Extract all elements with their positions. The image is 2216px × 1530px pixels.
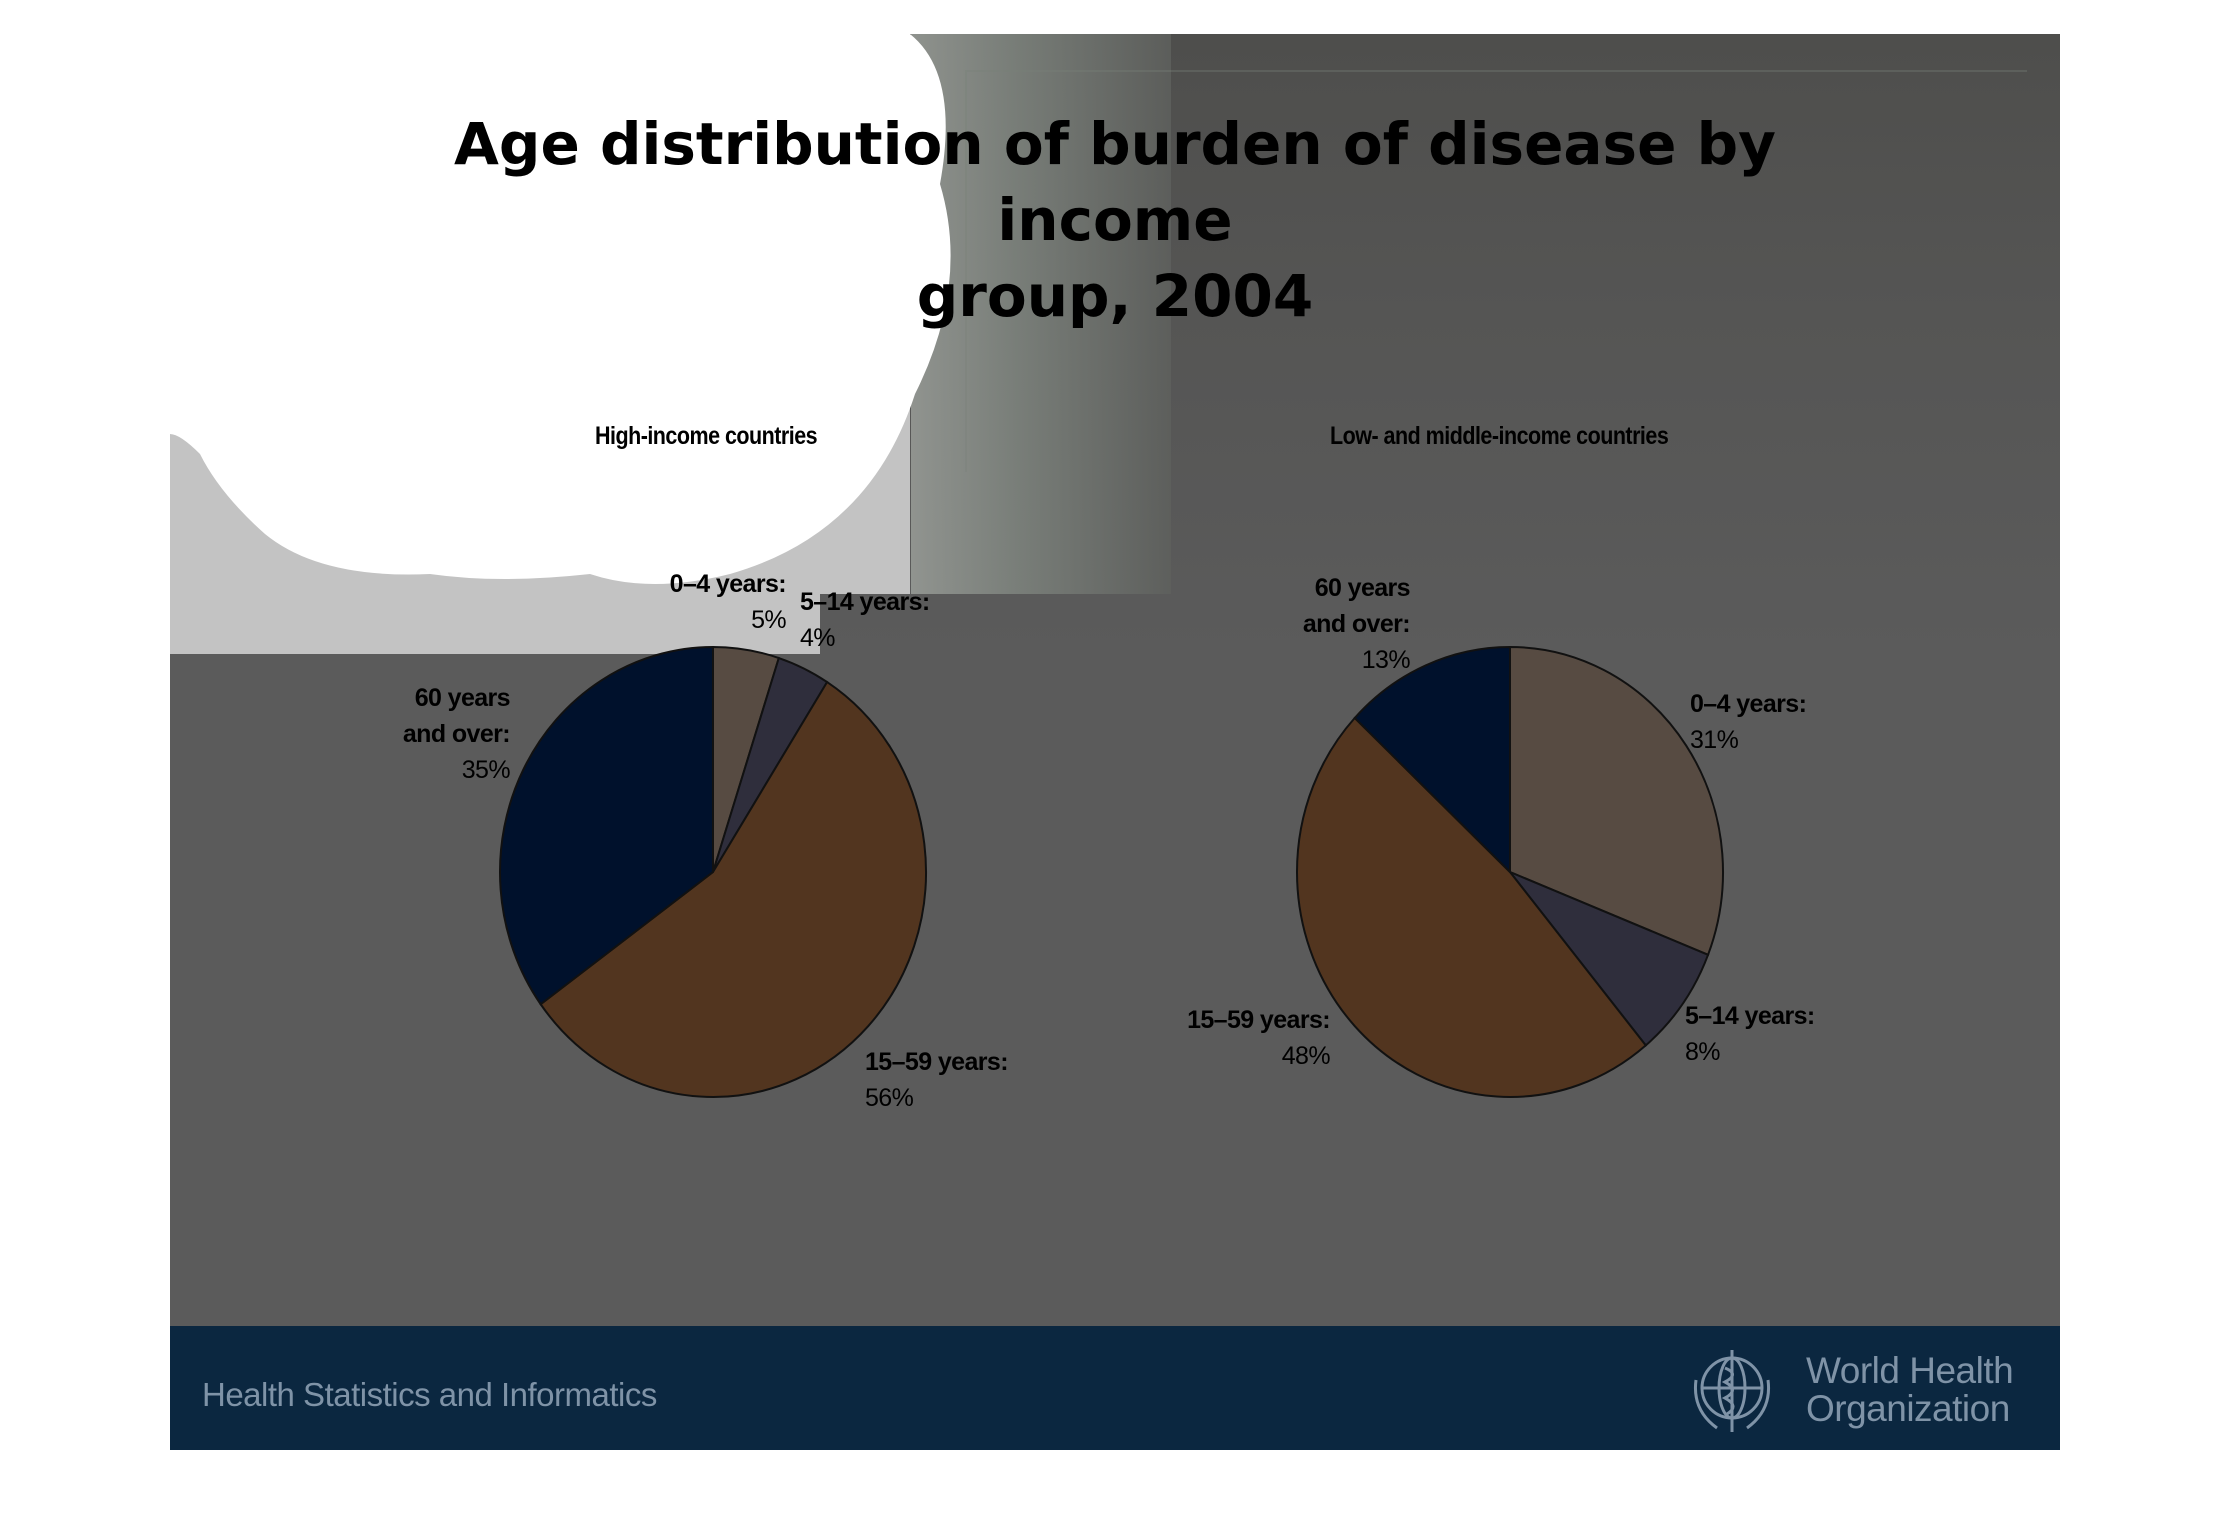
pie1-label-5-14-category: 5–14 years: [800, 588, 930, 616]
pie-title-low-middle-income: Low- and middle-income countries [1330, 422, 1669, 450]
background-cloud-shape [170, 34, 951, 654]
pie2-label-60-plus-line1: 60 years [1314, 574, 1411, 602]
pie1-label-60-plus: 60 years and over: 35% [390, 680, 511, 788]
pie2-label-15-59: 15–59 years: 48% [1170, 1002, 1331, 1074]
pie-title-high-income: High-income countries [595, 422, 818, 450]
pie2-label-5-14-percent: 8% [1685, 1038, 1721, 1066]
pie2-label-15-59-category: 15–59 years: [1187, 1006, 1331, 1034]
slide-title: Age distribution of burden of disease by… [370, 106, 1860, 334]
slide-title-line1: Age distribution of burden of disease by… [454, 110, 1776, 254]
background-photo-strip [911, 34, 1171, 594]
who-emblem-icon [1693, 1350, 1771, 1432]
pie2-slice-60-plus [1353, 645, 1511, 875]
pie-charts-canvas [499, 645, 1724, 1098]
pie2-label-5-14: 5–14 years: 8% [1685, 998, 1815, 1070]
who-organization-name: World Health Organization [1806, 1350, 2014, 1429]
pie1-label-15-59-percent: 56% [865, 1084, 914, 1112]
pie1-slice-15-59 [539, 680, 927, 1098]
pie2-label-60-plus: 60 years and over: 13% [1280, 570, 1411, 678]
pie1-slice-60-plus [499, 645, 714, 1006]
pie1-label-60-plus-line2: and over: [402, 720, 511, 748]
pie1-label-60-plus-percent: 35% [461, 756, 511, 784]
pie1-label-60-plus-line1: 60 years [414, 684, 511, 712]
pie1-label-5-14-percent: 4% [800, 624, 836, 652]
pie1-label-15-59: 15–59 years: 56% [865, 1044, 1009, 1116]
pie2-label-0-4-percent: 31% [1690, 726, 1739, 754]
slide-title-line2: group, 2004 [916, 262, 1314, 330]
who-name-line1: World Health [1806, 1350, 2014, 1391]
pie2-slice-5-14 [1506, 869, 1710, 1047]
who-name-line2: Organization [1806, 1388, 2010, 1429]
slide: Age distribution of burden of disease by… [170, 34, 2060, 1450]
pie1-label-5-14: 5–14 years: 4% [800, 584, 930, 656]
pie1-label-15-59-category: 15–59 years: [865, 1048, 1009, 1076]
footer-text: Health Statistics and Informatics [202, 1376, 657, 1413]
pie2-label-60-plus-percent: 13% [1361, 646, 1411, 674]
pie1-label-0-4: 0–4 years: 5% [610, 566, 787, 638]
pie2-label-0-4-category: 0–4 years: [1690, 690, 1807, 718]
pie2-label-15-59-percent: 48% [1281, 1042, 1331, 1070]
pie2-label-0-4: 0–4 years: 31% [1690, 686, 1807, 758]
pie2-slice-0-4 [1509, 645, 1724, 957]
pie2-slice-15-59 [1296, 716, 1648, 1098]
pie1-label-0-4-percent: 5% [751, 606, 787, 634]
pie1-label-0-4-category: 0–4 years: [669, 570, 787, 598]
pie2-label-60-plus-line2: and over: [1302, 610, 1411, 638]
pie2-label-5-14-category: 5–14 years: [1685, 1002, 1815, 1030]
background-frame [965, 70, 2027, 472]
